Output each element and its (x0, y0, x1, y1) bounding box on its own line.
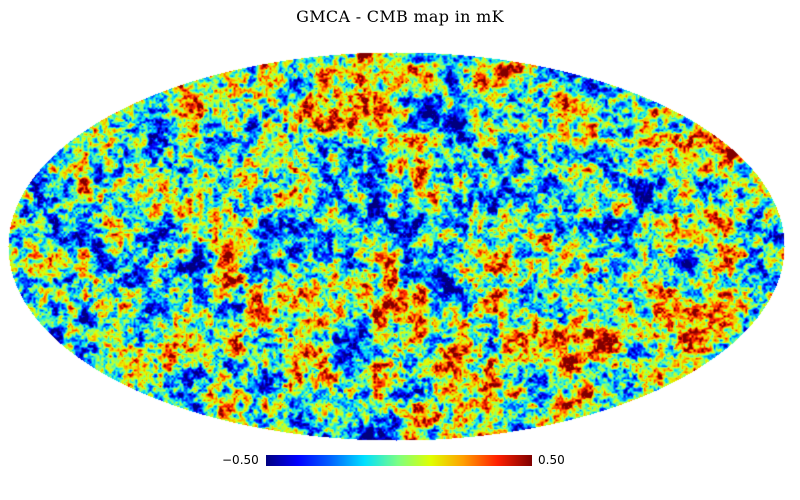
colorbar (266, 455, 532, 466)
colorbar-max-label: 0.50 (538, 453, 565, 467)
colorbar-min-label: −0.50 (222, 453, 259, 467)
map-title: GMCA - CMB map in mK (296, 7, 504, 26)
